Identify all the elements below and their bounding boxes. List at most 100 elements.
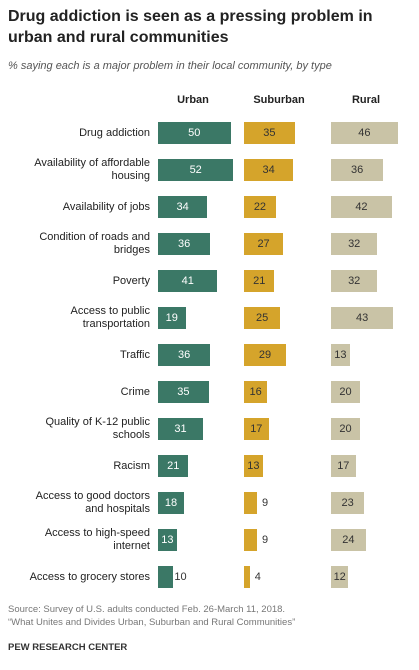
value-label: 36 <box>177 238 191 250</box>
value-label: 23 <box>341 497 354 509</box>
value-label: 9 <box>261 534 269 546</box>
value-label: 43 <box>356 312 369 324</box>
bar <box>331 344 350 366</box>
bar <box>158 196 208 218</box>
category-label: Access to grocery stores <box>29 570 150 583</box>
value-label: 22 <box>253 201 267 213</box>
bar <box>331 381 360 403</box>
value-label: 20 <box>339 423 352 435</box>
source-note: “What Unites and Divides Urban, Suburban… <box>8 617 296 628</box>
value-label: 13 <box>161 534 174 546</box>
value-label: 16 <box>249 386 262 398</box>
source-note: Source: Survey of U.S. adults conducted … <box>8 604 286 615</box>
bar <box>158 159 234 181</box>
bar <box>158 418 203 440</box>
value-label: 29 <box>258 349 272 361</box>
value-label: 36 <box>177 349 191 361</box>
column-header: Rural <box>351 94 381 106</box>
value-label: 20 <box>339 386 352 398</box>
bar <box>244 418 269 440</box>
value-label: 35 <box>263 127 276 139</box>
value-label: 12 <box>333 571 346 583</box>
value-label: 50 <box>188 127 201 139</box>
value-label: 25 <box>256 312 269 324</box>
value-label: 9 <box>261 497 269 509</box>
bar <box>244 492 258 514</box>
bar <box>158 122 231 144</box>
category-label: Access to good doctors and hospitals <box>35 490 150 515</box>
category-label: Availability of jobs <box>62 200 150 213</box>
value-label: 13 <box>334 349 347 361</box>
value-label: 32 <box>348 238 361 250</box>
value-label: 21 <box>167 460 180 472</box>
column-header: Urban <box>177 94 209 106</box>
bar <box>331 455 356 477</box>
bar <box>244 455 263 477</box>
value-label: 17 <box>337 460 350 472</box>
bar <box>158 381 209 403</box>
value-label: 17 <box>250 423 263 435</box>
bar <box>244 307 281 329</box>
value-label: 19 <box>165 312 178 324</box>
bar <box>158 270 218 292</box>
value-label: 4 <box>254 571 261 583</box>
chart-subtitle: % saying each is a major problem in thei… <box>8 60 332 72</box>
value-label: 35 <box>177 386 190 398</box>
category-label: Traffic <box>120 348 150 361</box>
value-label: 13 <box>247 460 260 472</box>
bar <box>244 233 284 255</box>
chart-title: Drug addiction is seen as a pressing pro… <box>8 8 373 46</box>
bar <box>331 529 366 551</box>
bar <box>158 233 211 255</box>
bar <box>244 196 276 218</box>
bar <box>244 529 258 551</box>
category-label: Access to high-speed internet <box>44 527 150 552</box>
bar <box>331 159 384 181</box>
value-label: 32 <box>348 275 361 287</box>
bar <box>331 196 392 218</box>
category-label: Access to public transportation <box>70 305 150 330</box>
category-label: Drug addiction <box>79 126 150 139</box>
value-label: 36 <box>350 164 364 176</box>
category-label: Availability of affordable housing <box>34 157 150 182</box>
value-label: 34 <box>176 201 189 213</box>
value-label: 18 <box>164 497 178 509</box>
value-label: 21 <box>253 275 266 287</box>
bar <box>331 307 394 329</box>
value-label: 31 <box>174 423 187 435</box>
bar <box>158 566 173 588</box>
value-label: 27 <box>257 238 270 250</box>
value-label: 42 <box>355 201 368 213</box>
credit: PEW RESEARCH CENTER <box>8 642 128 653</box>
bar <box>331 233 378 255</box>
bar <box>244 344 287 366</box>
value-label: 41 <box>181 275 194 287</box>
category-label: Condition of roads and bridges <box>39 231 150 256</box>
bar <box>331 492 365 514</box>
value-label: 46 <box>358 127 371 139</box>
bar <box>158 529 177 551</box>
category-label: Racism <box>113 459 150 472</box>
bar <box>331 566 349 588</box>
bar <box>331 418 360 440</box>
category-label: Crime <box>120 385 150 398</box>
column-header: Suburban <box>253 94 305 106</box>
bar <box>244 122 295 144</box>
category-label: Quality of K-12 public schools <box>45 416 150 441</box>
bar <box>158 344 211 366</box>
bar <box>331 270 378 292</box>
value-label: 34 <box>262 164 275 176</box>
bar <box>158 307 186 329</box>
value-label: 52 <box>189 164 202 176</box>
bar <box>158 455 189 477</box>
bar <box>244 159 294 181</box>
bar <box>331 122 398 144</box>
bar <box>244 270 275 292</box>
value-label: 24 <box>342 534 355 546</box>
category-label: Poverty <box>112 274 150 287</box>
value-label: 10 <box>174 571 187 583</box>
bar <box>158 492 185 514</box>
bar <box>244 566 250 588</box>
bar <box>244 381 268 403</box>
